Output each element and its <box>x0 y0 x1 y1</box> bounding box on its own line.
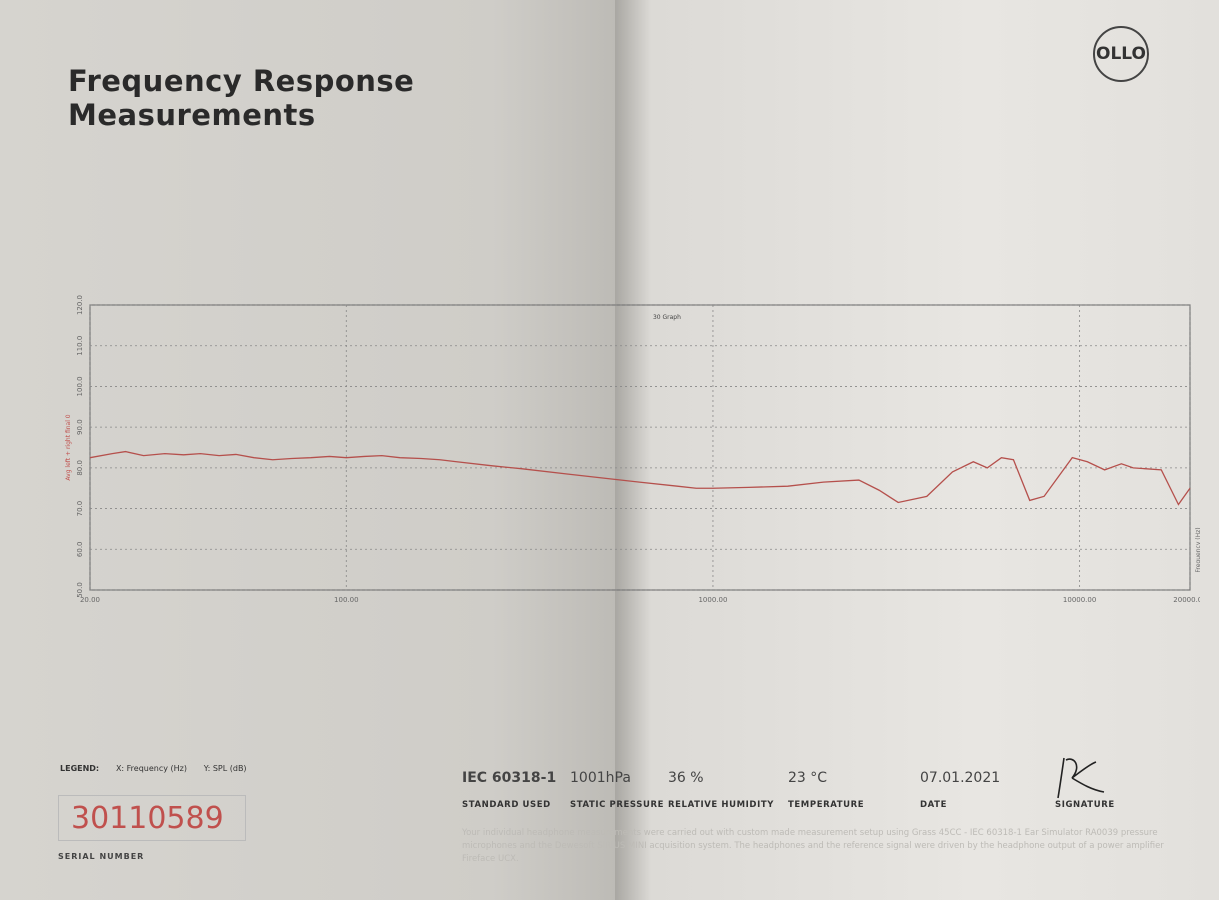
info-value: 07.01.2021 <box>920 770 1001 786</box>
y-tick-label: 70.0 <box>76 501 84 517</box>
title-line-2: Measurements <box>68 98 316 132</box>
info-value: 23 °C <box>788 770 828 786</box>
legend: LEGEND: X: Frequency (Hz) Y: SPL (dB) <box>60 764 261 773</box>
info-value: 36 % <box>668 770 704 786</box>
fine-print: Your individual headphone measurements w… <box>462 828 1164 864</box>
info-value: IEC 60318-1 <box>462 770 557 786</box>
info-label: STATIC PRESSURE <box>570 800 665 810</box>
plot-frame <box>89 304 1191 591</box>
title-line-1: Frequency Response <box>68 64 415 98</box>
info-label: DATE <box>920 800 947 810</box>
x-tick-label: 20.00 <box>80 596 100 604</box>
x-axis-label: Frequency (Hz) <box>1195 527 1200 572</box>
y-tick-label: 120.0 <box>76 295 84 315</box>
y-tick-label: 110.0 <box>76 336 84 356</box>
frequency-response-line <box>89 450 1191 506</box>
graph-top-label: 30 Graph <box>653 314 681 321</box>
x-tick-label: 20000.00 <box>1173 596 1200 604</box>
page-title: Frequency Response Measurements <box>68 64 414 132</box>
info-label: RELATIVE HUMIDITY <box>668 800 774 810</box>
y-tick-label: 80.0 <box>76 460 84 476</box>
y-tick-label: 100.0 <box>76 376 84 396</box>
x-tick-label: 100.00 <box>334 596 359 604</box>
y-tick-label: 50.0 <box>76 582 84 598</box>
y-axis-label: Avg left + right final 0 <box>65 414 72 480</box>
y-tick-label: 60.0 <box>76 541 84 557</box>
x-tick-label: 10000.00 <box>1063 596 1096 604</box>
serial-number-label: SERIAL NUMBER <box>58 852 145 861</box>
y-tick-label: 90.0 <box>76 419 84 435</box>
info-label: STANDARD USED <box>462 800 551 810</box>
ollo-logo: OLLO <box>1093 26 1149 82</box>
right-page <box>615 0 1219 900</box>
legend-label: LEGEND: <box>60 764 100 773</box>
legend-x: X: Frequency (Hz) <box>115 764 187 773</box>
serial-number: 30110589 <box>58 795 246 841</box>
info-value: 1001hPa <box>570 770 631 786</box>
legend-y: Y: SPL (dB) <box>203 764 247 773</box>
info-label: TEMPERATURE <box>788 800 865 810</box>
frequency-response-chart: 50.0 60.0 70.0 80.0 90.0 100.0 110.0 120.0 20.00… <box>65 295 1200 604</box>
left-page <box>0 0 615 900</box>
info-label: SIGNATURE <box>1055 800 1115 810</box>
x-tick-label: 1000.00 <box>698 596 727 604</box>
signature <box>1057 757 1105 799</box>
